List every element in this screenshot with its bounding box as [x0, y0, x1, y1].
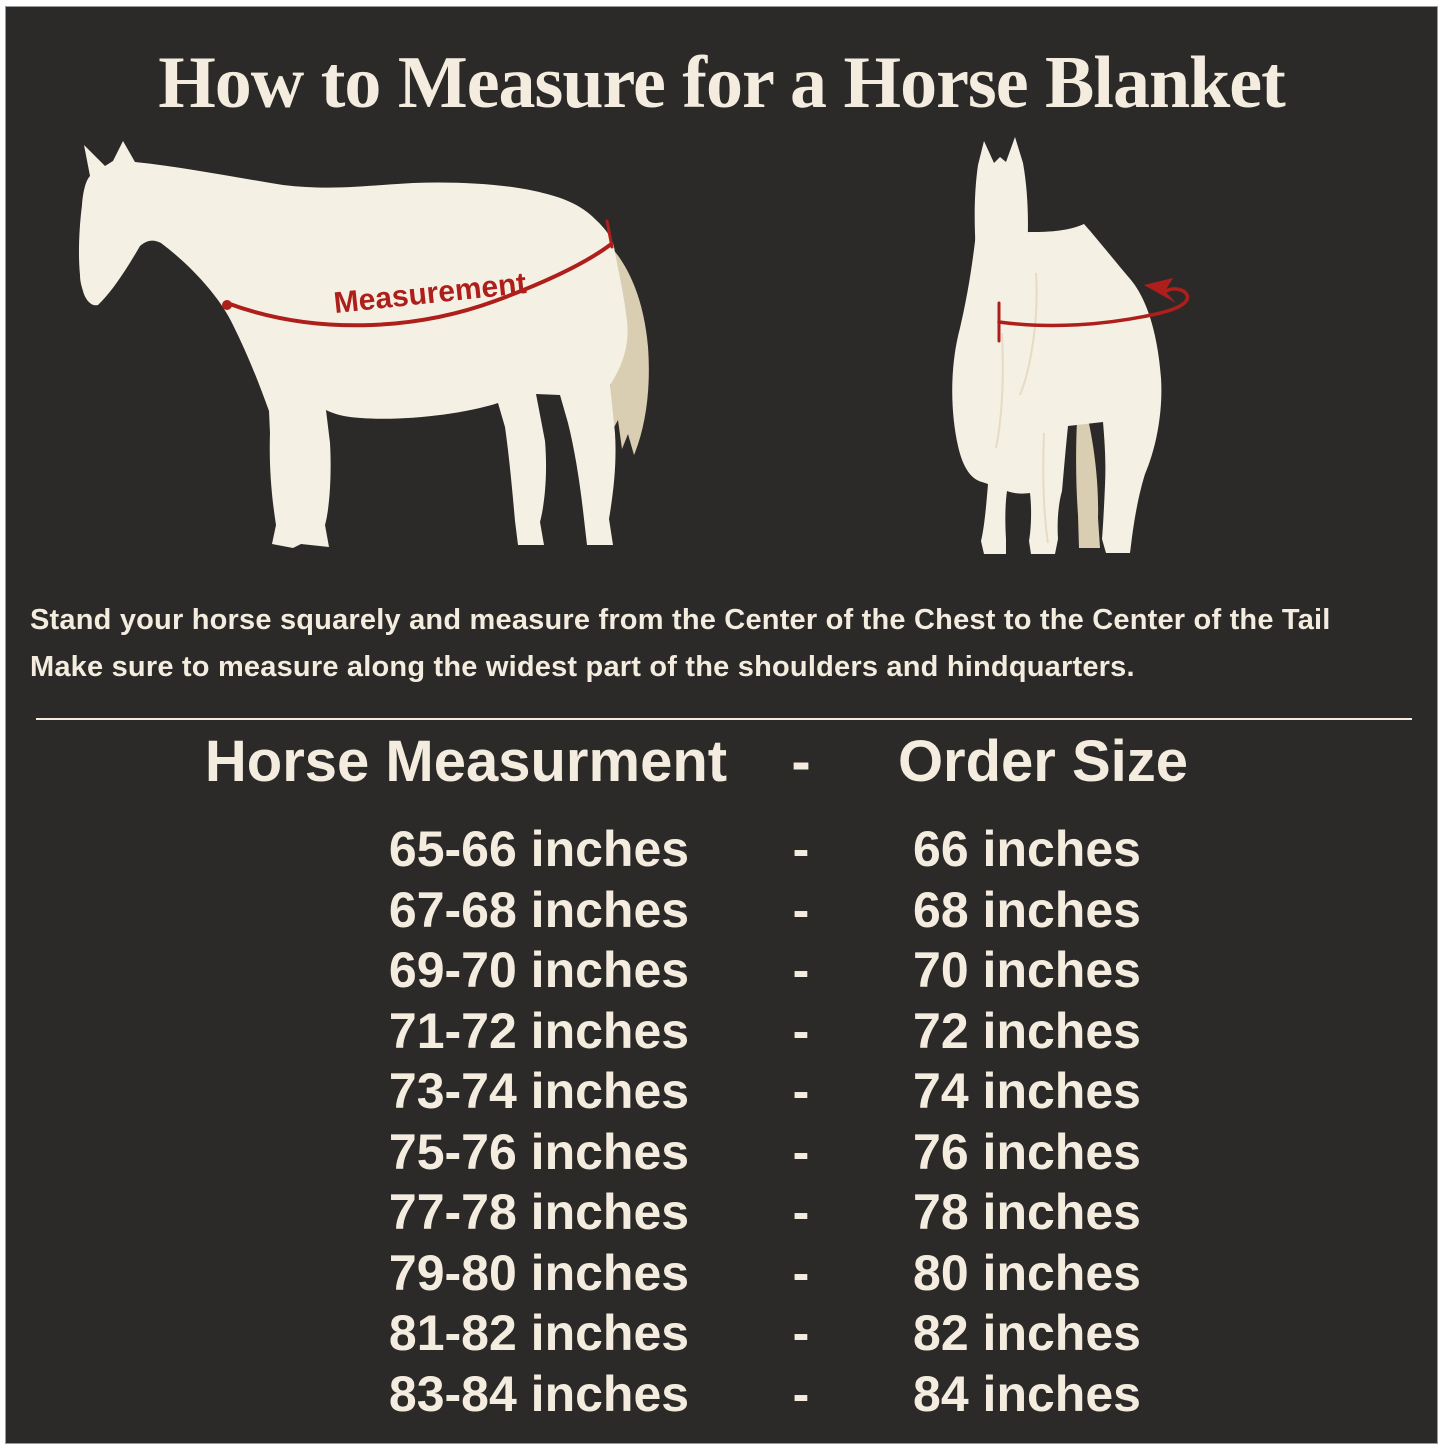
row-separator-dash: -	[792, 942, 810, 998]
row-separator-dash: -	[792, 1002, 810, 1059]
instructions-line-1: Stand your horse squarely and measure fr…	[30, 604, 1331, 636]
size-chart-row: 71-72 inches - 72 inches	[131, 1001, 1291, 1062]
horse-measurement-value: 73-74 inches	[388, 1063, 690, 1119]
row-separator-dash: -	[792, 1063, 810, 1119]
front-view-horse-illustration	[952, 137, 1190, 554]
horse-far-leg	[1076, 403, 1100, 548]
size-chart-row: 69-70 inches - 70 inches	[131, 940, 1291, 1001]
size-chart-rows: 65-66 inches - 66 inches 67-68 inches - 68 in…	[131, 819, 1291, 1424]
order-size-value: 80 inches	[913, 1244, 1141, 1301]
order-size-value: 70 inches	[913, 942, 1141, 998]
size-chart-row: 79-80 inches - 80 inches	[131, 1243, 1291, 1304]
size-chart-row: 83-84 inches - 84 inches	[131, 1364, 1291, 1425]
row-separator-dash: -	[792, 1244, 810, 1301]
measurement-line-start-dot	[222, 300, 232, 310]
row-separator-dash: -	[792, 881, 810, 938]
size-chart-row: 81-82 inches - 82 inches	[131, 1303, 1291, 1364]
size-chart-row: 65-66 inches - 66 inches	[131, 819, 1291, 880]
divider-line	[36, 718, 1412, 720]
horse-measurement-value: 67-68 inches	[388, 881, 690, 938]
row-separator-dash: -	[792, 1184, 810, 1240]
size-chart-row: 67-68 inches - 68 inches	[131, 880, 1291, 941]
header-horse-measurement: Horse Measurment	[204, 729, 728, 794]
header-separator-dash: -	[791, 729, 811, 794]
row-separator-dash: -	[792, 821, 810, 877]
dark-panel: How to Measure for a Horse Blanket Measu…	[5, 6, 1438, 1444]
size-chart-row: 77-78 inches - 78 inches	[131, 1182, 1291, 1243]
horse-measurement-value: 65-66 inches	[388, 821, 690, 877]
horse-measurement-value: 83-84 inches	[388, 1365, 690, 1422]
order-size-value: 68 inches	[913, 881, 1141, 938]
horse-measurement-value: 79-80 inches	[388, 1244, 690, 1301]
order-size-value: 78 inches	[913, 1184, 1141, 1240]
row-separator-dash: -	[792, 1365, 810, 1422]
size-chart-row: 73-74 inches - 74 inches	[131, 1061, 1291, 1122]
measurement-line	[225, 243, 612, 328]
horse-measurement-value: 71-72 inches	[388, 1002, 690, 1059]
order-size-value: 84 inches	[913, 1365, 1141, 1422]
horse-muscle-creases	[995, 272, 1049, 544]
size-chart-row: 75-76 inches - 76 inches	[131, 1122, 1291, 1183]
horse-measurement-value: 77-78 inches	[388, 1184, 690, 1240]
horse-measurement-value: 69-70 inches	[388, 942, 690, 998]
order-size-value: 82 inches	[913, 1305, 1141, 1361]
horse-measurement-value: 81-82 inches	[388, 1305, 690, 1361]
order-size-value: 72 inches	[913, 1002, 1141, 1059]
wrap-around-line	[997, 287, 1190, 328]
order-size-value: 74 inches	[913, 1063, 1141, 1119]
instructions-text: Stand your horse squarely and measure fr…	[30, 597, 1430, 691]
side-view-horse-illustration: Measurement	[78, 141, 649, 548]
page-title: How to Measure for a Horse Blanket	[158, 42, 1286, 124]
measurement-arrow-icon	[1144, 278, 1176, 303]
horse-body	[78, 141, 628, 548]
horse-measurement-value: 75-76 inches	[388, 1123, 690, 1180]
row-separator-dash: -	[792, 1123, 810, 1180]
order-size-value: 76 inches	[913, 1123, 1141, 1180]
header-order-size: Order Size	[897, 729, 1189, 794]
measurement-line-end-tick	[605, 219, 614, 249]
row-separator-dash: -	[792, 1305, 810, 1361]
order-size-value: 66 inches	[913, 821, 1141, 877]
horse-body	[952, 224, 1162, 554]
instructions-line-2: Make sure to measure along the widest pa…	[30, 651, 1135, 683]
size-chart-header: Horse Measurment - Order Size	[131, 727, 1291, 797]
